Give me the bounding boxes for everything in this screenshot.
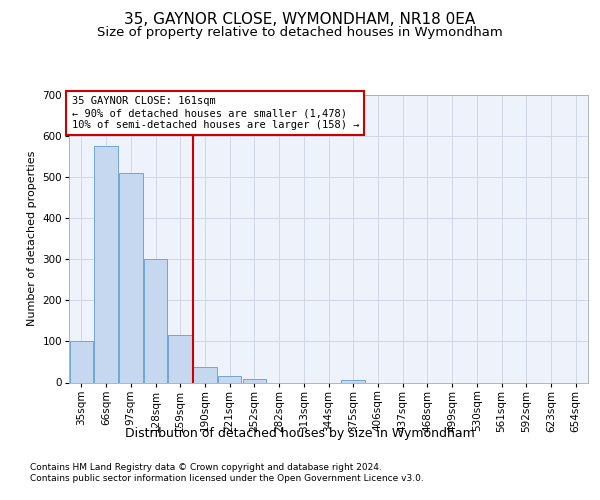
- Text: Size of property relative to detached houses in Wymondham: Size of property relative to detached ho…: [97, 26, 503, 39]
- Bar: [144, 260, 167, 382]
- Bar: [341, 380, 365, 382]
- Text: 35 GAYNOR CLOSE: 161sqm
← 90% of detached houses are smaller (1,478)
10% of semi: 35 GAYNOR CLOSE: 161sqm ← 90% of detache…: [71, 96, 359, 130]
- Bar: [193, 368, 217, 382]
- Bar: [70, 342, 93, 382]
- Text: Contains public sector information licensed under the Open Government Licence v3: Contains public sector information licen…: [30, 474, 424, 483]
- Bar: [94, 146, 118, 382]
- Bar: [218, 376, 241, 382]
- Bar: [169, 336, 192, 382]
- Text: Contains HM Land Registry data © Crown copyright and database right 2024.: Contains HM Land Registry data © Crown c…: [30, 462, 382, 471]
- Y-axis label: Number of detached properties: Number of detached properties: [27, 151, 37, 326]
- Text: Distribution of detached houses by size in Wymondham: Distribution of detached houses by size …: [125, 428, 475, 440]
- Bar: [242, 379, 266, 382]
- Bar: [119, 173, 143, 382]
- Text: 35, GAYNOR CLOSE, WYMONDHAM, NR18 0EA: 35, GAYNOR CLOSE, WYMONDHAM, NR18 0EA: [124, 12, 476, 28]
